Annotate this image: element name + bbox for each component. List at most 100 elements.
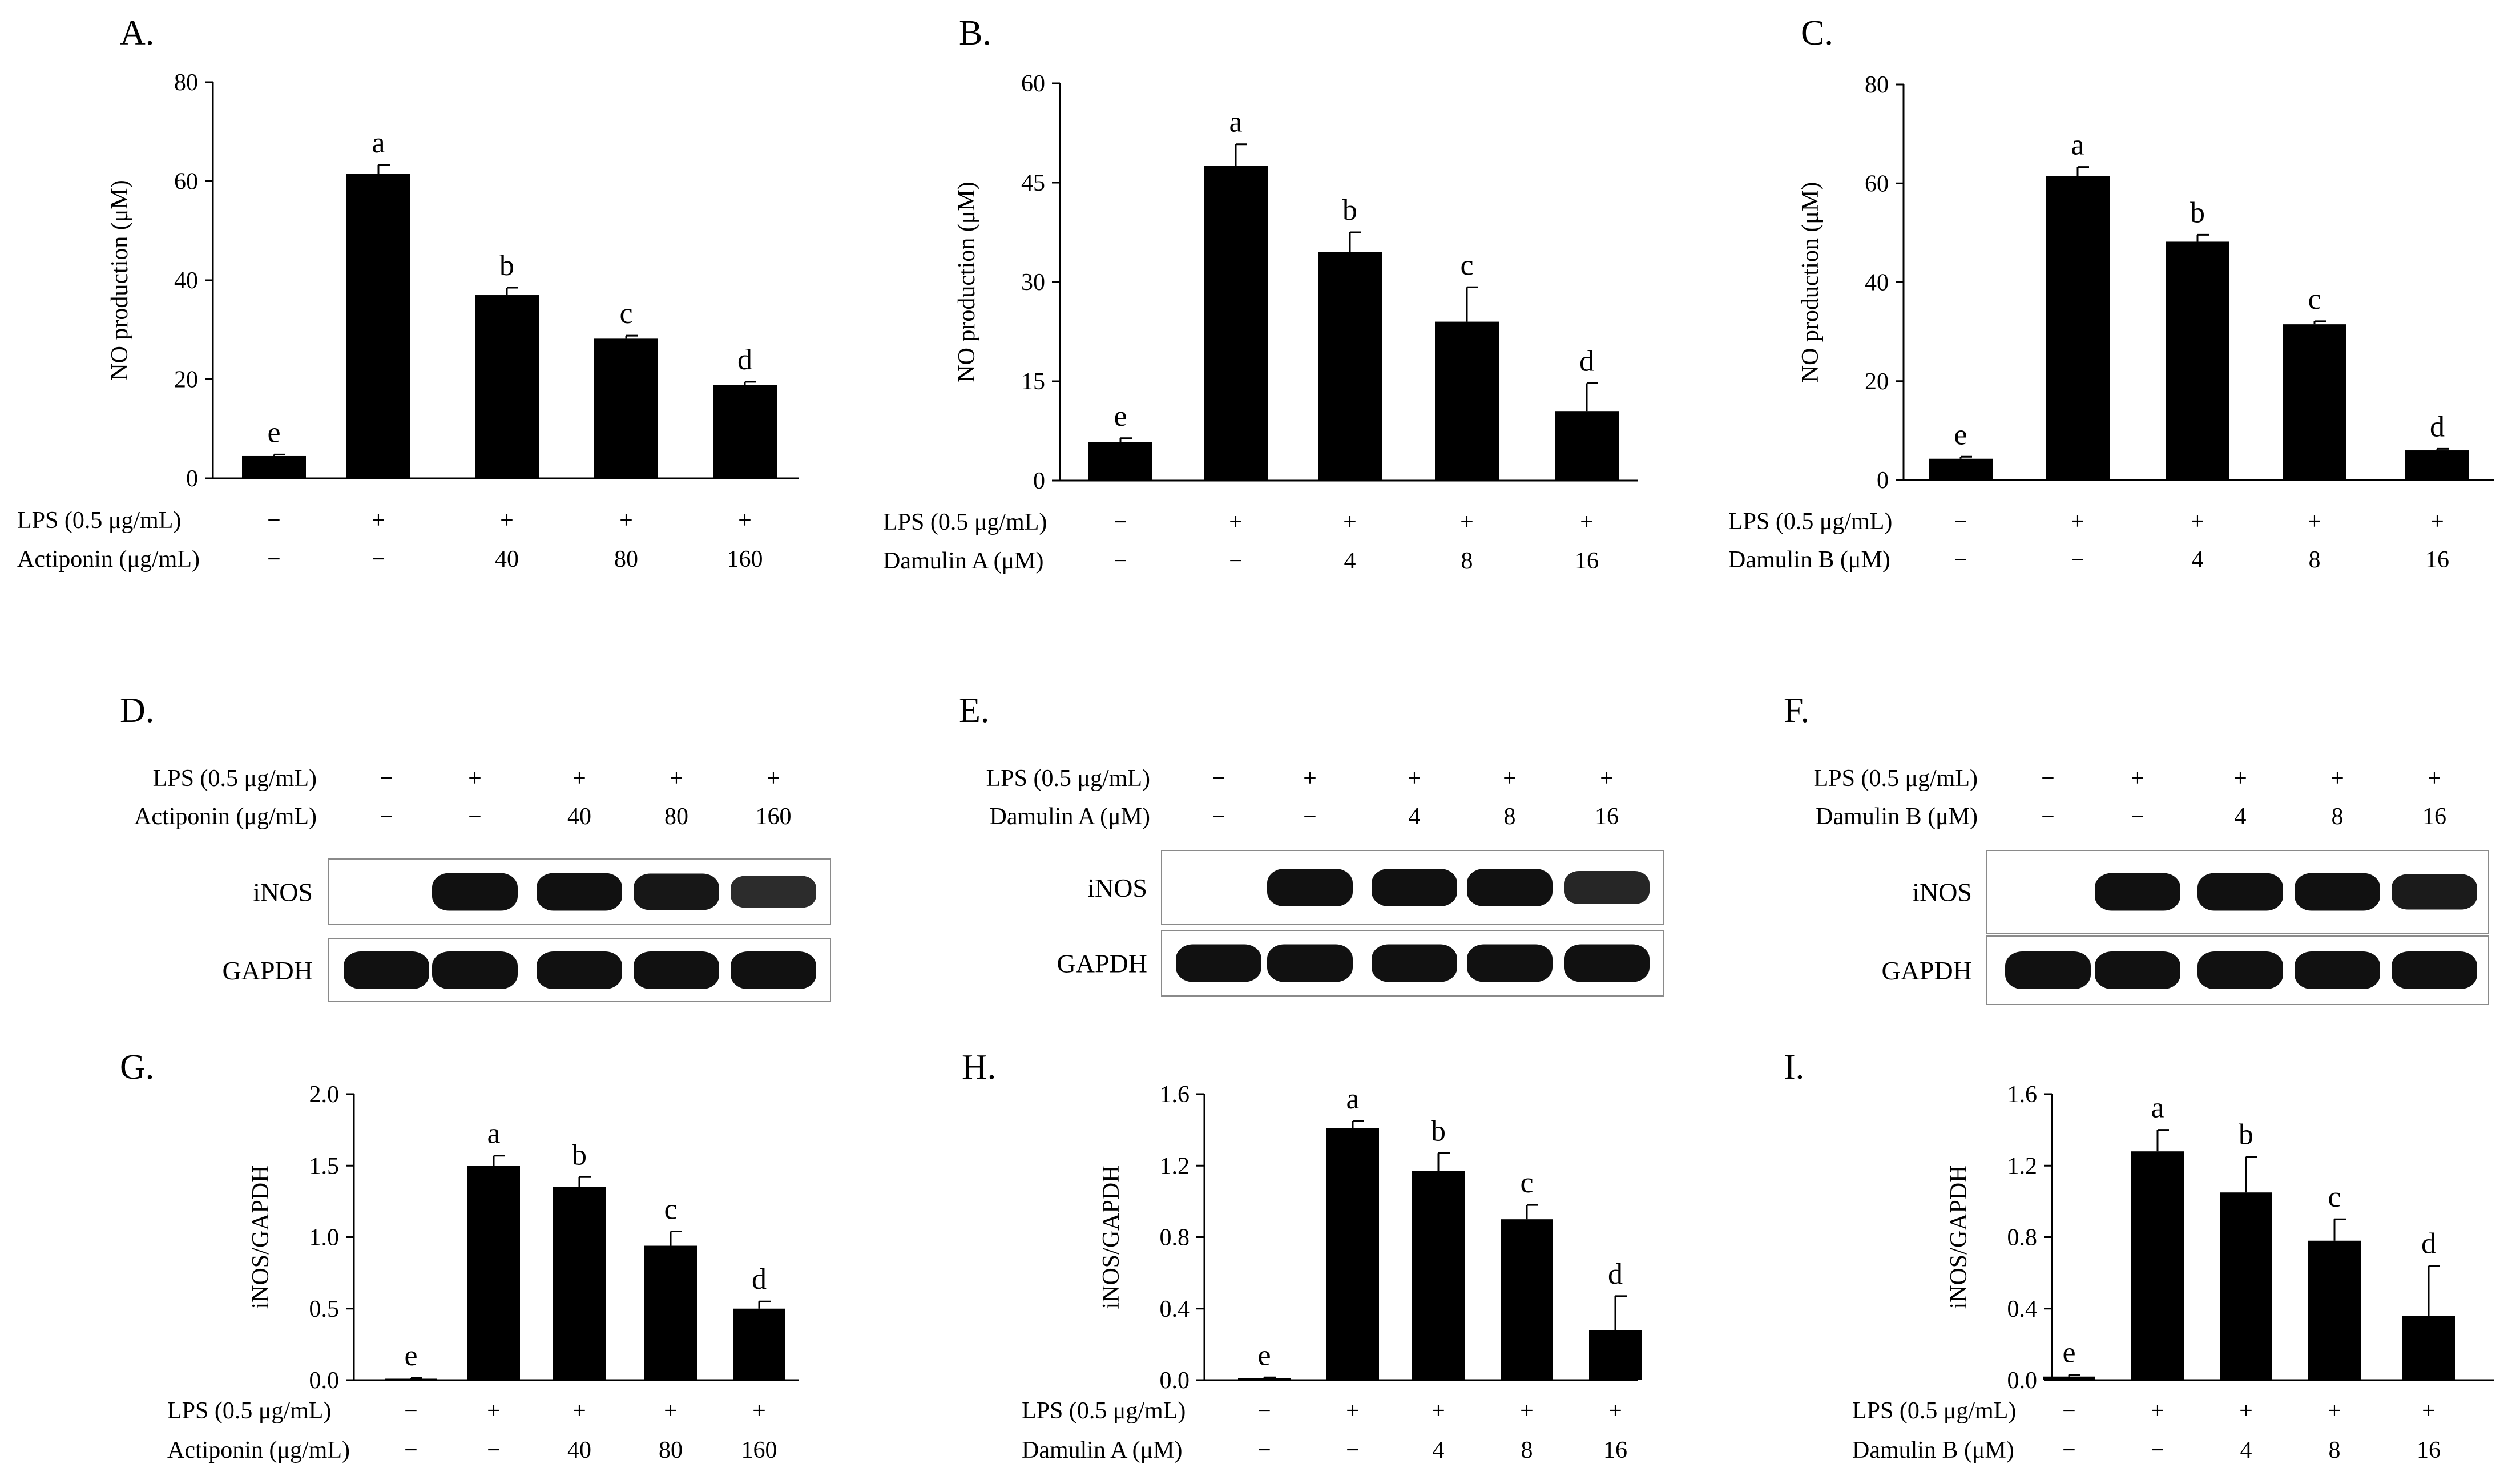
treatment-label: Damulin B (μM): [1728, 547, 1890, 573]
blot-band: [2295, 873, 2380, 911]
treatment-label: Actiponin (μg/mL): [167, 1437, 350, 1463]
bar: [2043, 1376, 2095, 1380]
treatment-value: 8: [1521, 1437, 1533, 1463]
treatment-value: 80: [664, 804, 688, 830]
y-tick-label: 0: [186, 466, 198, 492]
significance-letter: e: [1114, 400, 1127, 433]
blot-band: [2197, 873, 2283, 911]
treatment-value: −: [2062, 1437, 2076, 1463]
y-tick-label: 60: [1021, 71, 1045, 97]
bar: [1589, 1330, 1642, 1380]
bar: [1088, 442, 1152, 481]
panel-label: F.: [1784, 691, 1809, 730]
significance-letter: b: [2190, 196, 2205, 229]
treatment-value: +: [664, 1398, 678, 1424]
treatment-value: +: [2239, 1398, 2253, 1424]
treatment-value: +: [2428, 765, 2441, 792]
y-tick-label: 0.4: [2007, 1296, 2038, 1322]
blot-row-label: iNOS: [253, 878, 313, 907]
significance-letter: a: [372, 127, 385, 159]
treatment-value: +: [1229, 509, 1243, 535]
treatment-value: +: [1580, 509, 1594, 535]
blot-panel-d: D. LPS (0.5 μg/mL) − + + + + Actiponin (μg/mL) −…: [120, 691, 831, 1002]
blot-band: [1267, 944, 1353, 982]
significance-letter: c: [2308, 283, 2321, 316]
y-tick-label: 30: [1021, 269, 1045, 296]
bar: [2283, 324, 2346, 480]
treatment-label: LPS (0.5 μg/mL): [1852, 1398, 2016, 1424]
treatment-label: LPS (0.5 μg/mL): [1022, 1398, 1186, 1424]
bar: [385, 1378, 437, 1380]
chart-panel-b: B. 0 15 30 45 60 NO production (μM) e a b c d LPS (0…: [883, 14, 1638, 574]
treatment-value: −: [468, 804, 482, 830]
y-tick-label: 40: [1865, 270, 1889, 296]
significance-letter: e: [404, 1340, 417, 1372]
treatment-label: LPS (0.5 μg/mL): [883, 509, 1047, 535]
treatment-value: 160: [756, 804, 792, 830]
y-tick-label: 1.6: [2007, 1082, 2038, 1108]
treatment-label: Damulin A (μM): [883, 548, 1044, 574]
blot-band: [1372, 944, 1457, 982]
treatment-value: +: [468, 765, 482, 792]
treatment-value: −: [2062, 1398, 2076, 1424]
treatment-value: 4: [1344, 548, 1356, 574]
y-tick-label: 40: [174, 268, 198, 294]
blot-band: [731, 951, 816, 989]
treatment-value: −: [1229, 548, 1243, 574]
significance-letter: e: [1257, 1339, 1271, 1372]
y-tick-label: 0.5: [309, 1296, 340, 1322]
y-tick-label: 0: [1033, 468, 1045, 494]
significance-letter: c: [1460, 249, 1473, 281]
treatment-value: +: [2328, 1398, 2341, 1424]
blot-band: [2392, 874, 2477, 910]
treatment-value: +: [2151, 1398, 2164, 1424]
significance-letter: e: [1954, 418, 1967, 451]
blot-band: [537, 951, 622, 989]
treatment-value: +: [2308, 509, 2321, 535]
chart-panel-c: C. 0 20 40 60 80 NO production (μM) e a b c d LPS (0…: [1728, 14, 2494, 573]
blot-band: [1467, 869, 1553, 906]
y-axis-label: iNOS/GAPDH: [248, 1165, 274, 1309]
y-tick-label: 0.0: [2007, 1368, 2038, 1394]
treatment-value: +: [1600, 765, 1614, 792]
bar: [733, 1308, 785, 1380]
treatment-value: 160: [727, 546, 763, 572]
treatment-value: −: [1954, 547, 1967, 573]
treatment-value: +: [1343, 509, 1357, 535]
panel-label: E.: [959, 691, 989, 730]
panel-label: G.: [120, 1048, 154, 1087]
significance-letter: a: [2151, 1092, 2164, 1124]
blot-band: [2095, 873, 2180, 911]
treatment-value: 16: [1595, 804, 1619, 830]
treatment-value: −: [1954, 509, 1967, 535]
treatment-value: −: [380, 804, 393, 830]
y-tick-label: 1.2: [1160, 1153, 1190, 1179]
significance-letter: b: [1342, 194, 1357, 227]
significance-letter: c: [664, 1193, 677, 1225]
treatment-value: −: [1114, 548, 1127, 574]
bar: [2131, 1151, 2184, 1380]
blot-row-label: iNOS: [1087, 873, 1147, 902]
bar: [1412, 1171, 1465, 1380]
significance-letter: b: [2239, 1119, 2253, 1151]
treatment-value: 80: [659, 1437, 683, 1463]
treatment-label: Actiponin (μg/mL): [17, 546, 200, 572]
bar: [2166, 241, 2229, 480]
treatment-value: 16: [2422, 804, 2446, 830]
treatment-label: LPS (0.5 μg/mL): [1814, 765, 1978, 792]
bar: [1204, 166, 1268, 481]
significance-letter: a: [487, 1118, 500, 1150]
treatment-value: −: [2071, 547, 2084, 573]
panel-label: I.: [1784, 1048, 1804, 1087]
y-tick-label: 20: [1865, 369, 1889, 395]
blot-band: [1564, 944, 1650, 982]
bar: [553, 1187, 606, 1380]
treatment-label: LPS (0.5 μg/mL): [153, 765, 317, 792]
y-tick-label: 80: [174, 70, 198, 96]
treatment-value: +: [2233, 765, 2247, 792]
significance-letter: b: [1431, 1115, 1446, 1147]
treatment-value: −: [404, 1437, 418, 1463]
significance-letter: b: [572, 1139, 587, 1171]
treatment-value: −: [487, 1437, 501, 1463]
